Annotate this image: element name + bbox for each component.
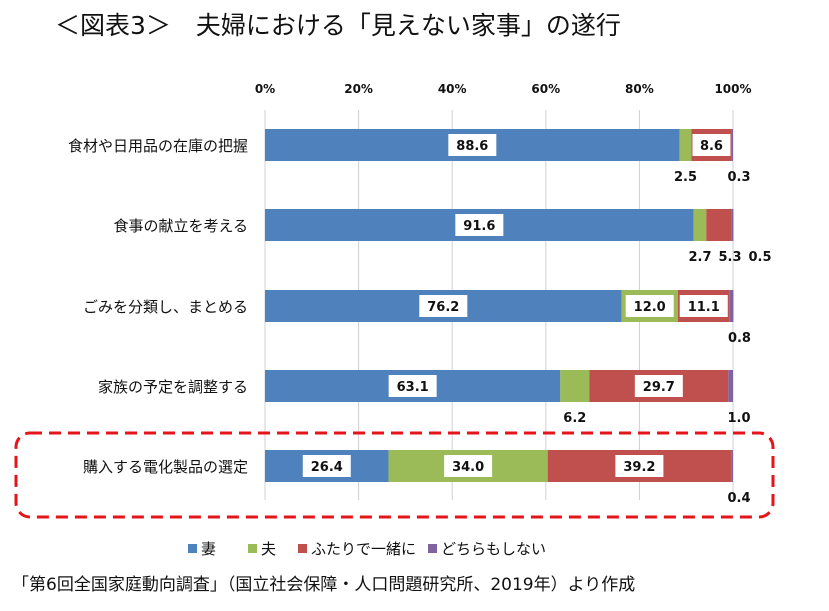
legend-swatch bbox=[428, 544, 437, 553]
data-label: 91.6 bbox=[463, 219, 495, 234]
bar-segment bbox=[706, 209, 732, 241]
category-label: 購入する電化製品の選定 bbox=[83, 458, 248, 476]
data-label-box bbox=[455, 214, 504, 236]
data-label: 5.3 bbox=[718, 250, 741, 265]
data-label: 0.5 bbox=[748, 250, 771, 265]
data-label: 76.2 bbox=[427, 300, 459, 315]
legend-item: 妻 bbox=[188, 538, 216, 559]
bar-segment bbox=[679, 129, 692, 161]
data-label: 1.0 bbox=[727, 411, 750, 426]
data-label-box bbox=[388, 375, 437, 397]
data-label-box bbox=[448, 134, 497, 156]
legend-label: 妻 bbox=[201, 540, 217, 558]
bar-segment bbox=[731, 129, 733, 161]
category-label: 食事の献立を考える bbox=[113, 217, 248, 235]
data-label: 34.0 bbox=[452, 460, 484, 475]
legend-item: ふたりで一緒に bbox=[298, 538, 416, 559]
data-label-box bbox=[634, 375, 683, 397]
data-label: 0.4 bbox=[727, 491, 750, 506]
data-label: 0.3 bbox=[727, 170, 750, 185]
legend-label: ふたりで一緒に bbox=[311, 540, 417, 558]
data-label: 12.0 bbox=[634, 300, 666, 315]
x-tick-label: 100% bbox=[714, 82, 751, 96]
data-label-box bbox=[444, 455, 493, 477]
data-label: 29.7 bbox=[643, 380, 675, 395]
category-label: ごみを分類し、まとめる bbox=[83, 298, 248, 316]
data-label-box bbox=[679, 295, 728, 317]
legend-swatch bbox=[298, 544, 307, 553]
legend-label: 夫 bbox=[261, 540, 277, 558]
data-label: 26.4 bbox=[311, 460, 343, 475]
data-label: 88.6 bbox=[456, 139, 488, 154]
data-label: 6.2 bbox=[563, 411, 586, 426]
data-label: 8.6 bbox=[700, 139, 723, 154]
bar-segment bbox=[693, 209, 707, 241]
data-label: 39.2 bbox=[623, 460, 655, 475]
bar-segment bbox=[731, 450, 733, 482]
data-label: 2.5 bbox=[674, 170, 697, 185]
category-label: 家族の予定を調整する bbox=[98, 378, 248, 396]
x-tick-label: 0% bbox=[255, 82, 275, 96]
source-note: 「第6回全国家庭動向調査」（国立社会保障・人口問題研究所、2019年）より作成 bbox=[12, 575, 636, 595]
legend-swatch bbox=[248, 544, 257, 553]
bar-segment bbox=[728, 370, 733, 402]
data-label: 11.1 bbox=[688, 300, 720, 315]
data-label: 63.1 bbox=[397, 380, 429, 395]
x-tick-label: 60% bbox=[531, 82, 560, 96]
data-label-box bbox=[615, 455, 664, 477]
legend-label: どちらもしない bbox=[441, 540, 547, 558]
highlight-box bbox=[14, 431, 775, 519]
x-tick-label: 80% bbox=[625, 82, 654, 96]
data-label: 2.7 bbox=[688, 250, 711, 265]
legend-swatch bbox=[188, 544, 197, 553]
bar-segment bbox=[731, 209, 734, 241]
x-tick-label: 40% bbox=[438, 82, 467, 96]
bar-segment bbox=[560, 370, 590, 402]
data-label-box bbox=[302, 455, 351, 477]
data-label-box bbox=[692, 134, 731, 156]
legend-item: どちらもしない bbox=[428, 538, 546, 559]
category-label: 食材や日用品の在庫の把握 bbox=[68, 137, 248, 155]
data-label-box bbox=[419, 295, 468, 317]
x-tick-label: 20% bbox=[344, 82, 373, 96]
bar-segment bbox=[729, 290, 734, 322]
data-label: 0.8 bbox=[728, 331, 751, 346]
chart-title: ＜図表3＞ 夫婦における「見えない家事」の遂行 bbox=[55, 11, 621, 40]
data-label-box bbox=[625, 295, 674, 317]
legend-item: 夫 bbox=[248, 538, 276, 559]
